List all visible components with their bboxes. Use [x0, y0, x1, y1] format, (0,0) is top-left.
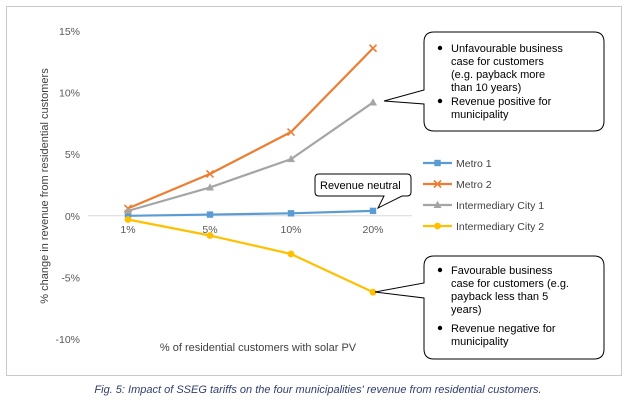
- callout-top-line: than 10 years): [451, 82, 521, 94]
- y-axis-title: % change in revenue from residential cus…: [39, 68, 51, 304]
- data-point-marker: [206, 232, 214, 239]
- callout-top-line: Revenue positive for: [451, 96, 552, 108]
- callout-bottom-line: payback less than 5: [451, 291, 548, 303]
- x-tick-label: 20%: [362, 224, 383, 236]
- legend: Metro 1 Metro 2 Intermediary City 1 Interme…: [423, 158, 544, 233]
- data-point-marker: [368, 44, 378, 53]
- line-chart: 15%10%5%0%-5%-10%1% 5% 10% 20% Metro 1Metro…: [39, 26, 605, 360]
- bullet-icon: [437, 98, 443, 104]
- x-axis-title: % of residential customers with solar PV: [160, 342, 357, 354]
- data-point-marker: [124, 206, 132, 214]
- legend-marker: [433, 179, 442, 189]
- figure-caption: Fig. 5: Impact of SSEG tariffs on the fo…: [94, 384, 542, 396]
- data-point-marker: [369, 288, 377, 296]
- series-line: [127, 218, 374, 294]
- y-tick-label: 15%: [59, 26, 80, 38]
- legend-label: Metro 1: [456, 158, 492, 170]
- legend-label: Metro 2: [456, 179, 492, 191]
- series-metro-2: [123, 44, 378, 213]
- data-point-marker: [369, 98, 377, 106]
- y-tick-label: 10%: [59, 88, 80, 100]
- legend-marker: [434, 159, 441, 167]
- callout-bottom-line: municipality: [451, 336, 509, 348]
- legend-item-intermediary-city-2: Intermediary City 2: [423, 221, 544, 233]
- series-intermediary-city-1: [124, 98, 377, 214]
- legend-item-intermediary-city-1: Intermediary City 1: [423, 200, 544, 212]
- callout-bottom-line: years): [451, 304, 482, 316]
- data-point-marker: [206, 183, 214, 191]
- series-line: [127, 47, 374, 210]
- callout-top-line: Unfavourable business: [451, 43, 563, 55]
- callout-neutral-text: Revenue neutral: [320, 180, 401, 192]
- data-point-marker: [286, 127, 296, 137]
- callout-bottom-box: [374, 255, 605, 360]
- x-tick-label: 1%: [120, 224, 135, 236]
- callout-top-line: case for customers: [451, 56, 544, 68]
- callout-bottom-line: case for customers (e.g.: [451, 278, 569, 290]
- bullet-icon: [437, 267, 443, 273]
- data-point-marker: [124, 216, 132, 223]
- legend-marker: [433, 200, 442, 208]
- callout-bottom-line: Favourable business: [451, 265, 553, 277]
- callout-bottom-line: Revenue negative for: [451, 323, 556, 335]
- bullet-icon: [437, 325, 443, 331]
- data-point-marker: [287, 210, 295, 217]
- y-tick-label: 0%: [65, 211, 80, 223]
- y-tick-label: -5%: [61, 272, 80, 284]
- callout-top-line: municipality: [451, 109, 509, 121]
- data-point-marker: [287, 154, 295, 163]
- series-line: [127, 101, 374, 212]
- y-tick-label: -10%: [55, 334, 80, 346]
- callout-top-line: (e.g. payback more: [451, 69, 545, 81]
- data-point-marker: [369, 207, 377, 215]
- x-tick-label: 10%: [280, 224, 301, 236]
- callout-top: Unfavourable business case for customers…: [383, 31, 605, 132]
- series-intermediary-city-2: [124, 216, 377, 296]
- series-metro-1: [124, 207, 377, 219]
- data-point-marker: [206, 211, 214, 218]
- x-tick-label: 5%: [202, 224, 217, 236]
- y-tick-label: 5%: [65, 149, 80, 161]
- bullet-icon: [437, 45, 443, 51]
- data-point-marker: [287, 250, 295, 258]
- series-layer: [123, 44, 378, 296]
- callout-bottom: Favourable business case for customers (…: [374, 255, 605, 360]
- callout-neutral-box: [314, 173, 412, 210]
- series-line: [127, 209, 374, 217]
- legend-marker: [434, 222, 441, 230]
- legend-label: Intermediary City 2: [456, 221, 544, 233]
- data-point-marker: [124, 212, 132, 219]
- legend-item-metro-1: Metro 1: [423, 158, 492, 170]
- legend-item-metro-2: Metro 2: [423, 179, 492, 191]
- data-point-marker: [205, 169, 215, 178]
- legend-label: Intermediary City 1: [456, 200, 544, 212]
- callout-top-box: [383, 31, 605, 132]
- callout-neutral: Revenue neutral: [314, 173, 412, 210]
